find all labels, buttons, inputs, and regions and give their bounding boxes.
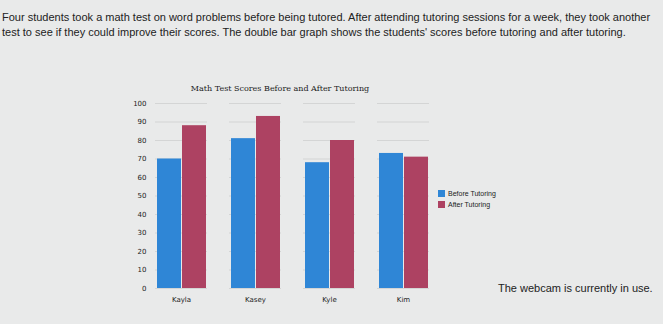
svg-text:10: 10 [138,266,147,274]
svg-text:Kayla: Kayla [172,296,191,304]
svg-text:0: 0 [142,285,146,293]
svg-text:20: 20 [138,248,147,256]
html-text:Four students took a math test: Four students took a math test on word p… [2,11,651,38]
svg-text:Kasey: Kasey [245,296,266,304]
html-text:Math Test Scores Before and Af: Math Test Scores Before and After Tutori… [190,84,370,93]
svg-text:Kim: Kim [397,296,411,304]
svg-text:90: 90 [138,118,147,126]
svg-text:30: 30 [138,229,147,237]
html-text:Before Tutoring: Before Tutoring [448,190,496,197]
html-text:The webcam is currently in use: The webcam is currently in use. [498,282,653,294]
svg-text:50: 50 [138,192,147,200]
svg-text:Kyle: Kyle [322,296,336,304]
svg-text:60: 60 [138,174,147,182]
svg-text:40: 40 [138,211,147,219]
svg-text:70: 70 [138,155,147,163]
svg-text:100: 100 [133,100,146,108]
svg-text:80: 80 [138,137,147,145]
html-text:After Tutoring: After Tutoring [448,201,490,208]
